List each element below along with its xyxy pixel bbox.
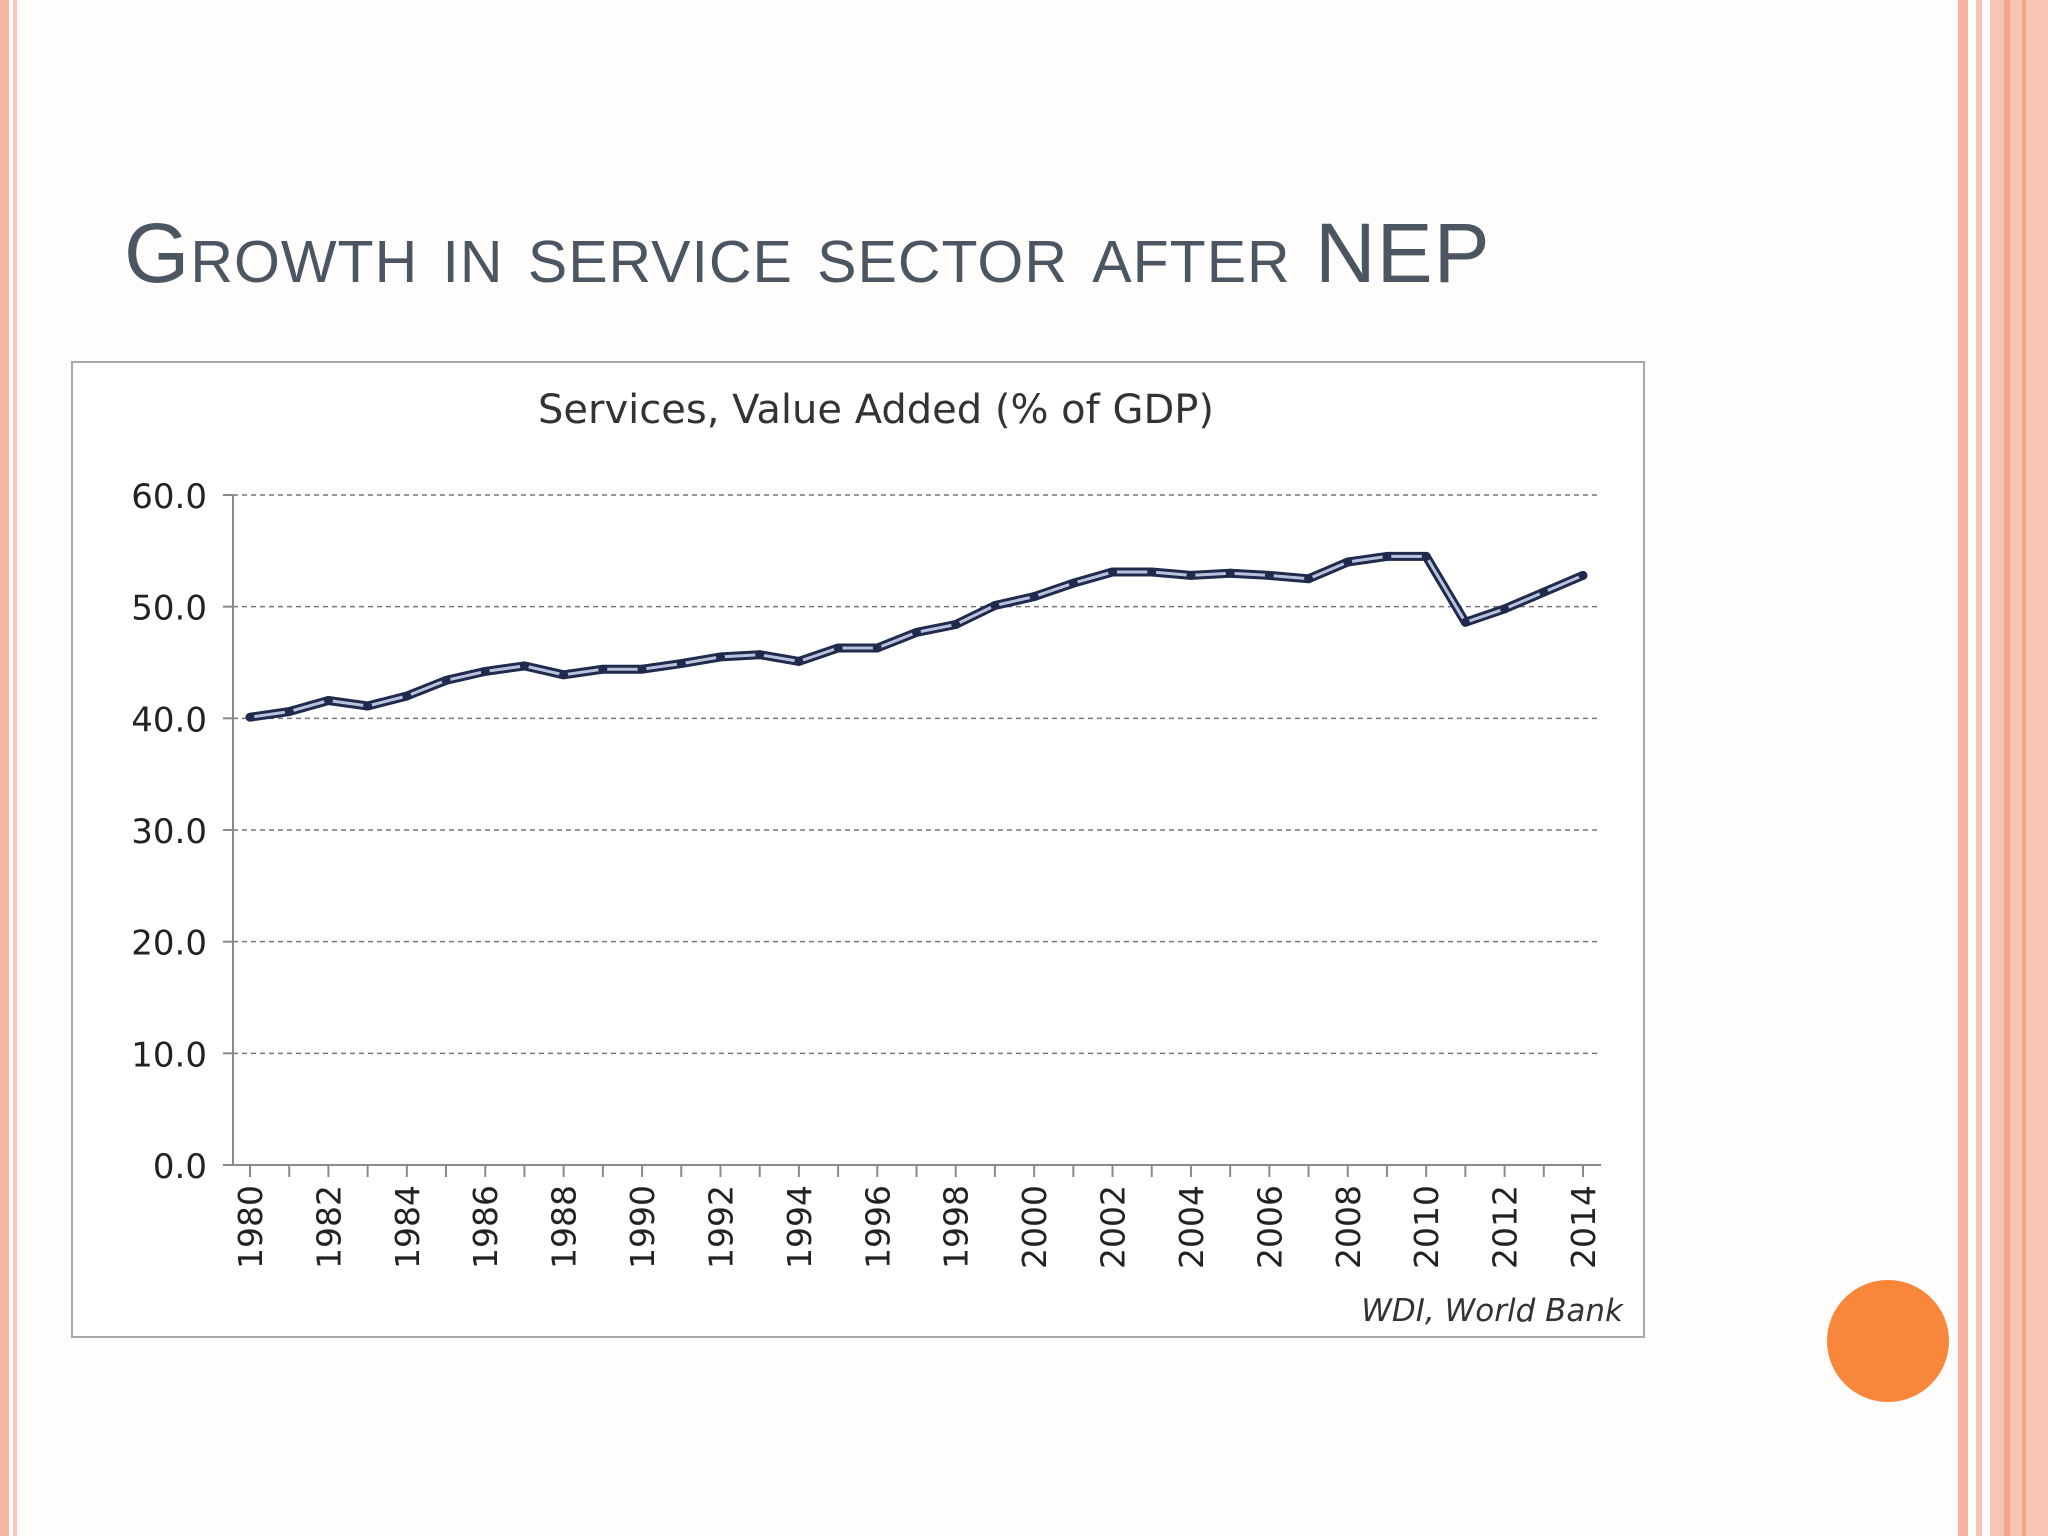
series-point bbox=[363, 701, 373, 711]
series-point bbox=[1343, 557, 1353, 567]
series-point bbox=[951, 620, 961, 630]
x-tick-label: 2010 bbox=[1407, 1185, 1446, 1269]
y-tick-label: 20.0 bbox=[131, 924, 207, 964]
x-tick-label: 1992 bbox=[701, 1185, 740, 1269]
x-tick-label: 1980 bbox=[231, 1185, 270, 1269]
series-point bbox=[1108, 567, 1118, 577]
x-tick-label: 2000 bbox=[1015, 1185, 1054, 1269]
slide-right-stripes bbox=[1958, 0, 2048, 1536]
x-tick-label: 2008 bbox=[1329, 1185, 1368, 1269]
x-tick-label: 2004 bbox=[1172, 1185, 1211, 1269]
x-tick-label: 1990 bbox=[623, 1185, 662, 1269]
series-point bbox=[990, 601, 1000, 611]
x-tick-label: 1998 bbox=[937, 1185, 976, 1269]
series-point bbox=[1304, 574, 1314, 584]
series-point bbox=[676, 659, 686, 669]
y-tick-label: 10.0 bbox=[131, 1035, 207, 1075]
chart-frame: Services, Value Added (% of GDP) 0.0 10.0… bbox=[71, 361, 1645, 1338]
series-point bbox=[833, 643, 843, 653]
series-point bbox=[1382, 551, 1392, 561]
series-point bbox=[1068, 578, 1078, 588]
y-tick-label: 60.0 bbox=[131, 477, 207, 517]
y-axis-ticks: 0.0 10.0 20.0 30.0 40.0 50.0 60.0 bbox=[131, 477, 233, 1187]
series-point bbox=[1539, 587, 1549, 597]
chart-source-note: WDI, World Bank bbox=[1361, 1293, 1624, 1329]
x-tick-label: 1996 bbox=[858, 1185, 897, 1269]
y-tick-label: 30.0 bbox=[131, 812, 207, 852]
series-point bbox=[637, 664, 647, 674]
series-point bbox=[519, 661, 529, 671]
series-point bbox=[755, 650, 765, 660]
slide-left-border-inner bbox=[13, 0, 17, 1536]
x-tick-label: 1984 bbox=[388, 1185, 427, 1269]
series-point bbox=[1421, 551, 1431, 561]
series-point bbox=[245, 712, 255, 722]
x-tick-label: 2014 bbox=[1564, 1185, 1603, 1269]
series-point bbox=[1186, 570, 1196, 580]
slide-title: Growth in service sector after NEP bbox=[124, 206, 1491, 300]
series-point bbox=[323, 695, 333, 705]
chart-series bbox=[245, 551, 1588, 722]
x-tick-label: 1986 bbox=[466, 1185, 505, 1269]
series-point bbox=[1029, 592, 1039, 602]
services-line-chart: Services, Value Added (% of GDP) 0.0 10.0… bbox=[131, 387, 1624, 1329]
y-tick-label: 40.0 bbox=[131, 700, 207, 740]
x-tick-label: 2002 bbox=[1094, 1185, 1133, 1269]
x-tick-label: 1982 bbox=[309, 1185, 348, 1269]
series-point bbox=[794, 656, 804, 666]
series-point bbox=[715, 652, 725, 662]
series-point bbox=[402, 691, 412, 701]
y-tick-label: 0.0 bbox=[153, 1147, 207, 1187]
series-point bbox=[872, 643, 882, 653]
x-axis-ticks: 1980 1982 1984 1986 1988 1990 1992 1994 1996 1998… bbox=[231, 1165, 1603, 1269]
series-point bbox=[598, 664, 608, 674]
chart-gridlines bbox=[233, 494, 1601, 1055]
series-point bbox=[559, 670, 569, 680]
x-tick-label: 2012 bbox=[1486, 1185, 1525, 1269]
x-tick-label: 1988 bbox=[545, 1185, 584, 1269]
decorative-orange-circle bbox=[1827, 1280, 1949, 1402]
series-point bbox=[912, 627, 921, 637]
series-point bbox=[1225, 568, 1235, 578]
series-point bbox=[441, 675, 451, 685]
series-point bbox=[284, 707, 294, 717]
series-point bbox=[1264, 570, 1274, 580]
x-tick-label: 2006 bbox=[1250, 1185, 1289, 1269]
series-point bbox=[1500, 604, 1510, 614]
series-point bbox=[1147, 567, 1157, 577]
series-point bbox=[1578, 570, 1588, 580]
x-tick-label: 1994 bbox=[780, 1185, 819, 1269]
series-point bbox=[480, 666, 490, 676]
series-point bbox=[1460, 617, 1470, 627]
slide-left-border bbox=[0, 0, 9, 1536]
y-tick-label: 50.0 bbox=[131, 589, 207, 629]
chart-title: Services, Value Added (% of GDP) bbox=[538, 387, 1214, 433]
